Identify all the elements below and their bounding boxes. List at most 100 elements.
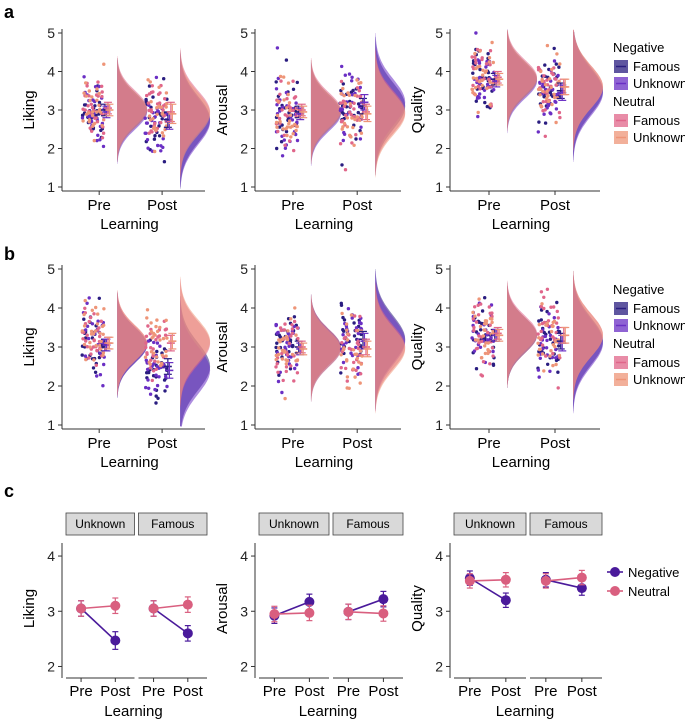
point-neutral: [269, 609, 280, 620]
rain-point-post: [154, 367, 158, 371]
facet-strip-unknown: [258, 512, 330, 536]
rain-point-post: [351, 125, 355, 130]
rain-point-pre: [95, 110, 99, 114]
raincloud-panel-b-liking: 1 2 3 4 5 Pre Post Learning Liking: [21, 261, 211, 471]
legend-title-neutral: Neutral: [613, 94, 655, 109]
rain-point-post: [164, 105, 168, 109]
y-axis-title: Arousal: [214, 85, 231, 136]
rain-point-pre: [99, 339, 103, 344]
cloud-post-neutral-unknown: [180, 50, 211, 178]
rain-point-pre: [282, 138, 286, 142]
rain-point-pre: [278, 340, 282, 344]
point-neutral: [378, 608, 389, 619]
rain-point-pre: [274, 120, 279, 125]
y-axis-title: Quality: [409, 585, 426, 632]
rain-point-pre: [477, 96, 481, 100]
rain-point-post: [356, 328, 360, 333]
rain-point-pre: [474, 99, 478, 103]
rain-point-pre: [85, 333, 89, 337]
rain-point-post: [549, 349, 553, 353]
raincloud-panel-a-arousal: 1 2 3 4 5 Pre Post Learning Arousal: [214, 25, 406, 233]
rain-point-pre: [284, 335, 289, 339]
rain-point-pre: [491, 363, 496, 367]
point-neutral: [464, 575, 475, 586]
rain-point-pre: [92, 338, 96, 342]
rain-point-pre: [294, 128, 298, 133]
rain-point-post: [342, 346, 346, 350]
point-negative: [182, 628, 193, 639]
y-tick-label: 5: [435, 261, 443, 277]
x-tick-label: Post: [342, 197, 373, 214]
facet-strip-unknown: [65, 512, 135, 536]
rain-point-pre: [481, 334, 486, 338]
y-axis-title: Liking: [21, 589, 38, 628]
facet-label-famous: Famous: [346, 517, 389, 531]
rain-point-post: [557, 65, 561, 69]
rain-point-post: [551, 335, 555, 339]
rain-point-post: [163, 389, 167, 393]
rain-point-pre: [102, 62, 106, 66]
rain-point-post: [150, 84, 154, 88]
rain-point-post: [162, 77, 166, 81]
rain-point-pre: [475, 346, 480, 350]
rain-point-pre: [278, 74, 283, 79]
rain-point-post: [339, 366, 343, 370]
rain-point-post: [164, 318, 168, 322]
rain-point-post: [543, 134, 547, 138]
rain-point-pre: [275, 362, 279, 366]
rain-point-post: [341, 82, 345, 86]
rain-point-post: [349, 104, 353, 109]
rain-point-post: [556, 370, 560, 374]
rain-point-post: [351, 348, 356, 352]
rain-point-pre: [488, 62, 492, 67]
rain-point-post: [556, 325, 560, 330]
rain-point-post: [359, 321, 363, 326]
x-tick-label: Post: [147, 435, 178, 452]
rain-point-post: [153, 134, 157, 138]
rain-point-pre: [488, 49, 493, 53]
rain-point-pre: [101, 332, 105, 336]
rain-point-pre: [89, 102, 94, 107]
y-tick-label: 4: [240, 548, 248, 564]
rain-point-pre: [472, 325, 476, 330]
rain-point-post: [540, 343, 545, 347]
rain-point-pre: [486, 351, 490, 356]
y-tick-label: 3: [47, 603, 55, 619]
rain-point-post: [552, 95, 557, 100]
rain-point-post: [345, 338, 350, 342]
rain-point-pre: [100, 84, 104, 89]
rain-point-post: [350, 93, 355, 97]
rain-point-post: [353, 117, 357, 122]
y-tick-label: 2: [240, 141, 248, 157]
rain-point-pre: [485, 104, 489, 109]
rain-point-pre: [487, 305, 491, 309]
rain-point-pre: [285, 133, 289, 138]
x-axis-title: Learning: [496, 703, 554, 720]
legend-panel-b: Negative Famous Unknown Neutral Famous Unknow…: [613, 282, 685, 387]
rain-point-pre: [284, 369, 288, 374]
rain-point-post: [545, 287, 550, 291]
rain-point-post: [350, 79, 354, 83]
rain-point-post: [339, 79, 344, 84]
rain-point-post: [555, 300, 559, 305]
rain-point-post: [160, 131, 165, 135]
raincloud-panel-b-arousal: 1 2 3 4 5 Pre Post Learning Arousal: [214, 261, 406, 471]
y-tick-label: 5: [47, 261, 55, 277]
y-tick-label: 5: [47, 25, 55, 41]
rain-point-post: [536, 353, 540, 357]
rain-point-pre: [296, 336, 300, 341]
rain-point-pre: [472, 328, 476, 333]
rain-point-post: [164, 91, 169, 95]
rain-point-pre: [279, 79, 283, 83]
x-axis-title: Learning: [299, 703, 357, 720]
rain-point-post: [542, 112, 546, 116]
rain-point-post: [144, 97, 148, 102]
rain-point-pre: [283, 113, 287, 117]
rain-point-pre: [83, 298, 87, 303]
rain-point-post: [557, 353, 562, 358]
rain-point-pre: [285, 353, 290, 357]
rain-point-pre: [476, 84, 480, 89]
x-tick-label: Pre: [69, 683, 92, 700]
rain-point-pre: [95, 374, 99, 378]
rain-point-post: [153, 387, 157, 392]
